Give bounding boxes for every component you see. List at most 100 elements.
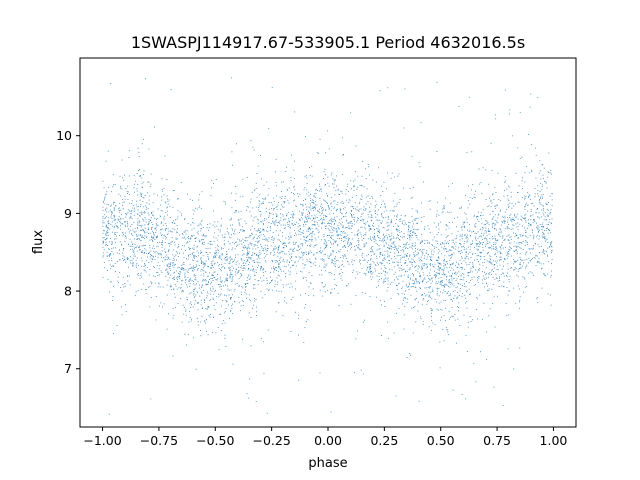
data-point: [385, 217, 387, 219]
data-point: [259, 244, 261, 245]
data-point: [489, 246, 491, 248]
data-point: [200, 291, 202, 293]
data-point: [518, 243, 520, 245]
data-point: [129, 194, 130, 195]
data-point: [174, 276, 175, 278]
data-point: [403, 297, 405, 299]
data-point: [444, 206, 446, 208]
data-point: [522, 249, 524, 250]
data-point: [260, 215, 261, 217]
data-point: [380, 273, 382, 274]
data-point: [402, 269, 404, 271]
data-point: [346, 211, 347, 213]
data-point: [509, 215, 511, 217]
data-point: [113, 184, 115, 186]
data-point: [325, 253, 326, 255]
data-point: [193, 227, 195, 229]
data-point: [309, 245, 311, 247]
data-point: [429, 275, 431, 276]
data-point: [411, 263, 413, 265]
data-point: [417, 310, 419, 312]
data-point: [115, 234, 116, 235]
data-point: [152, 226, 154, 228]
data-point: [541, 216, 543, 218]
data-point: [141, 276, 142, 278]
data-point: [312, 202, 314, 204]
data-point: [253, 268, 254, 270]
data-point: [223, 320, 225, 321]
data-point: [442, 329, 444, 330]
data-point: [485, 267, 487, 269]
data-point: [383, 244, 385, 246]
data-point: [414, 299, 416, 301]
data-point: [519, 307, 520, 309]
data-point: [262, 249, 264, 251]
data-point: [220, 218, 222, 220]
data-point: [369, 268, 371, 270]
data-point: [321, 207, 322, 209]
data-point: [306, 254, 307, 255]
data-point: [411, 208, 413, 210]
data-point: [284, 227, 286, 229]
data-point: [362, 220, 364, 222]
data-point: [323, 178, 324, 179]
data-point: [548, 261, 550, 263]
data-point: [310, 266, 312, 267]
data-point: [444, 273, 446, 275]
data-point: [301, 251, 302, 253]
data-point: [127, 243, 129, 245]
data-point: [409, 246, 411, 248]
data-point: [157, 225, 159, 227]
data-point: [315, 239, 317, 241]
data-point: [109, 241, 111, 243]
data-point: [166, 195, 168, 197]
data-point: [154, 282, 156, 284]
data-point: [220, 269, 221, 271]
data-point: [524, 217, 526, 219]
data-point: [417, 229, 419, 231]
data-point: [533, 245, 535, 247]
data-point: [102, 180, 104, 182]
data-point: [120, 218, 122, 220]
data-point: [311, 208, 313, 209]
data-point: [341, 238, 342, 239]
data-point: [489, 197, 490, 199]
data-point: [395, 238, 397, 239]
data-point: [120, 225, 121, 227]
data-point: [438, 223, 440, 225]
data-point: [136, 238, 138, 240]
data-point: [162, 237, 164, 239]
data-point: [538, 172, 540, 174]
data-point: [141, 218, 143, 220]
data-point: [508, 205, 510, 207]
data-point: [273, 266, 275, 268]
data-point: [431, 319, 433, 321]
data-point: [148, 274, 150, 276]
data-point: [300, 247, 302, 249]
data-point: [345, 235, 347, 237]
data-point: [238, 271, 240, 273]
data-point: [241, 265, 242, 267]
data-point: [522, 265, 523, 267]
data-point: [306, 240, 307, 242]
data-point: [213, 275, 214, 276]
data-point: [106, 231, 107, 233]
data-point: [390, 238, 392, 240]
data-point: [544, 180, 545, 182]
data-point: [451, 263, 453, 264]
data-point: [446, 242, 447, 244]
data-point: [497, 295, 498, 297]
data-point: [387, 236, 388, 238]
data-point: [305, 224, 307, 225]
data-point: [230, 219, 232, 221]
data-point: [437, 201, 439, 203]
data-point: [172, 277, 174, 279]
data-point: [538, 260, 540, 262]
data-point: [256, 311, 258, 313]
data-point: [539, 224, 541, 225]
data-point: [336, 252, 337, 253]
data-point: [329, 229, 331, 231]
data-point: [534, 257, 536, 259]
data-point: [223, 244, 225, 246]
data-point: [202, 307, 203, 309]
